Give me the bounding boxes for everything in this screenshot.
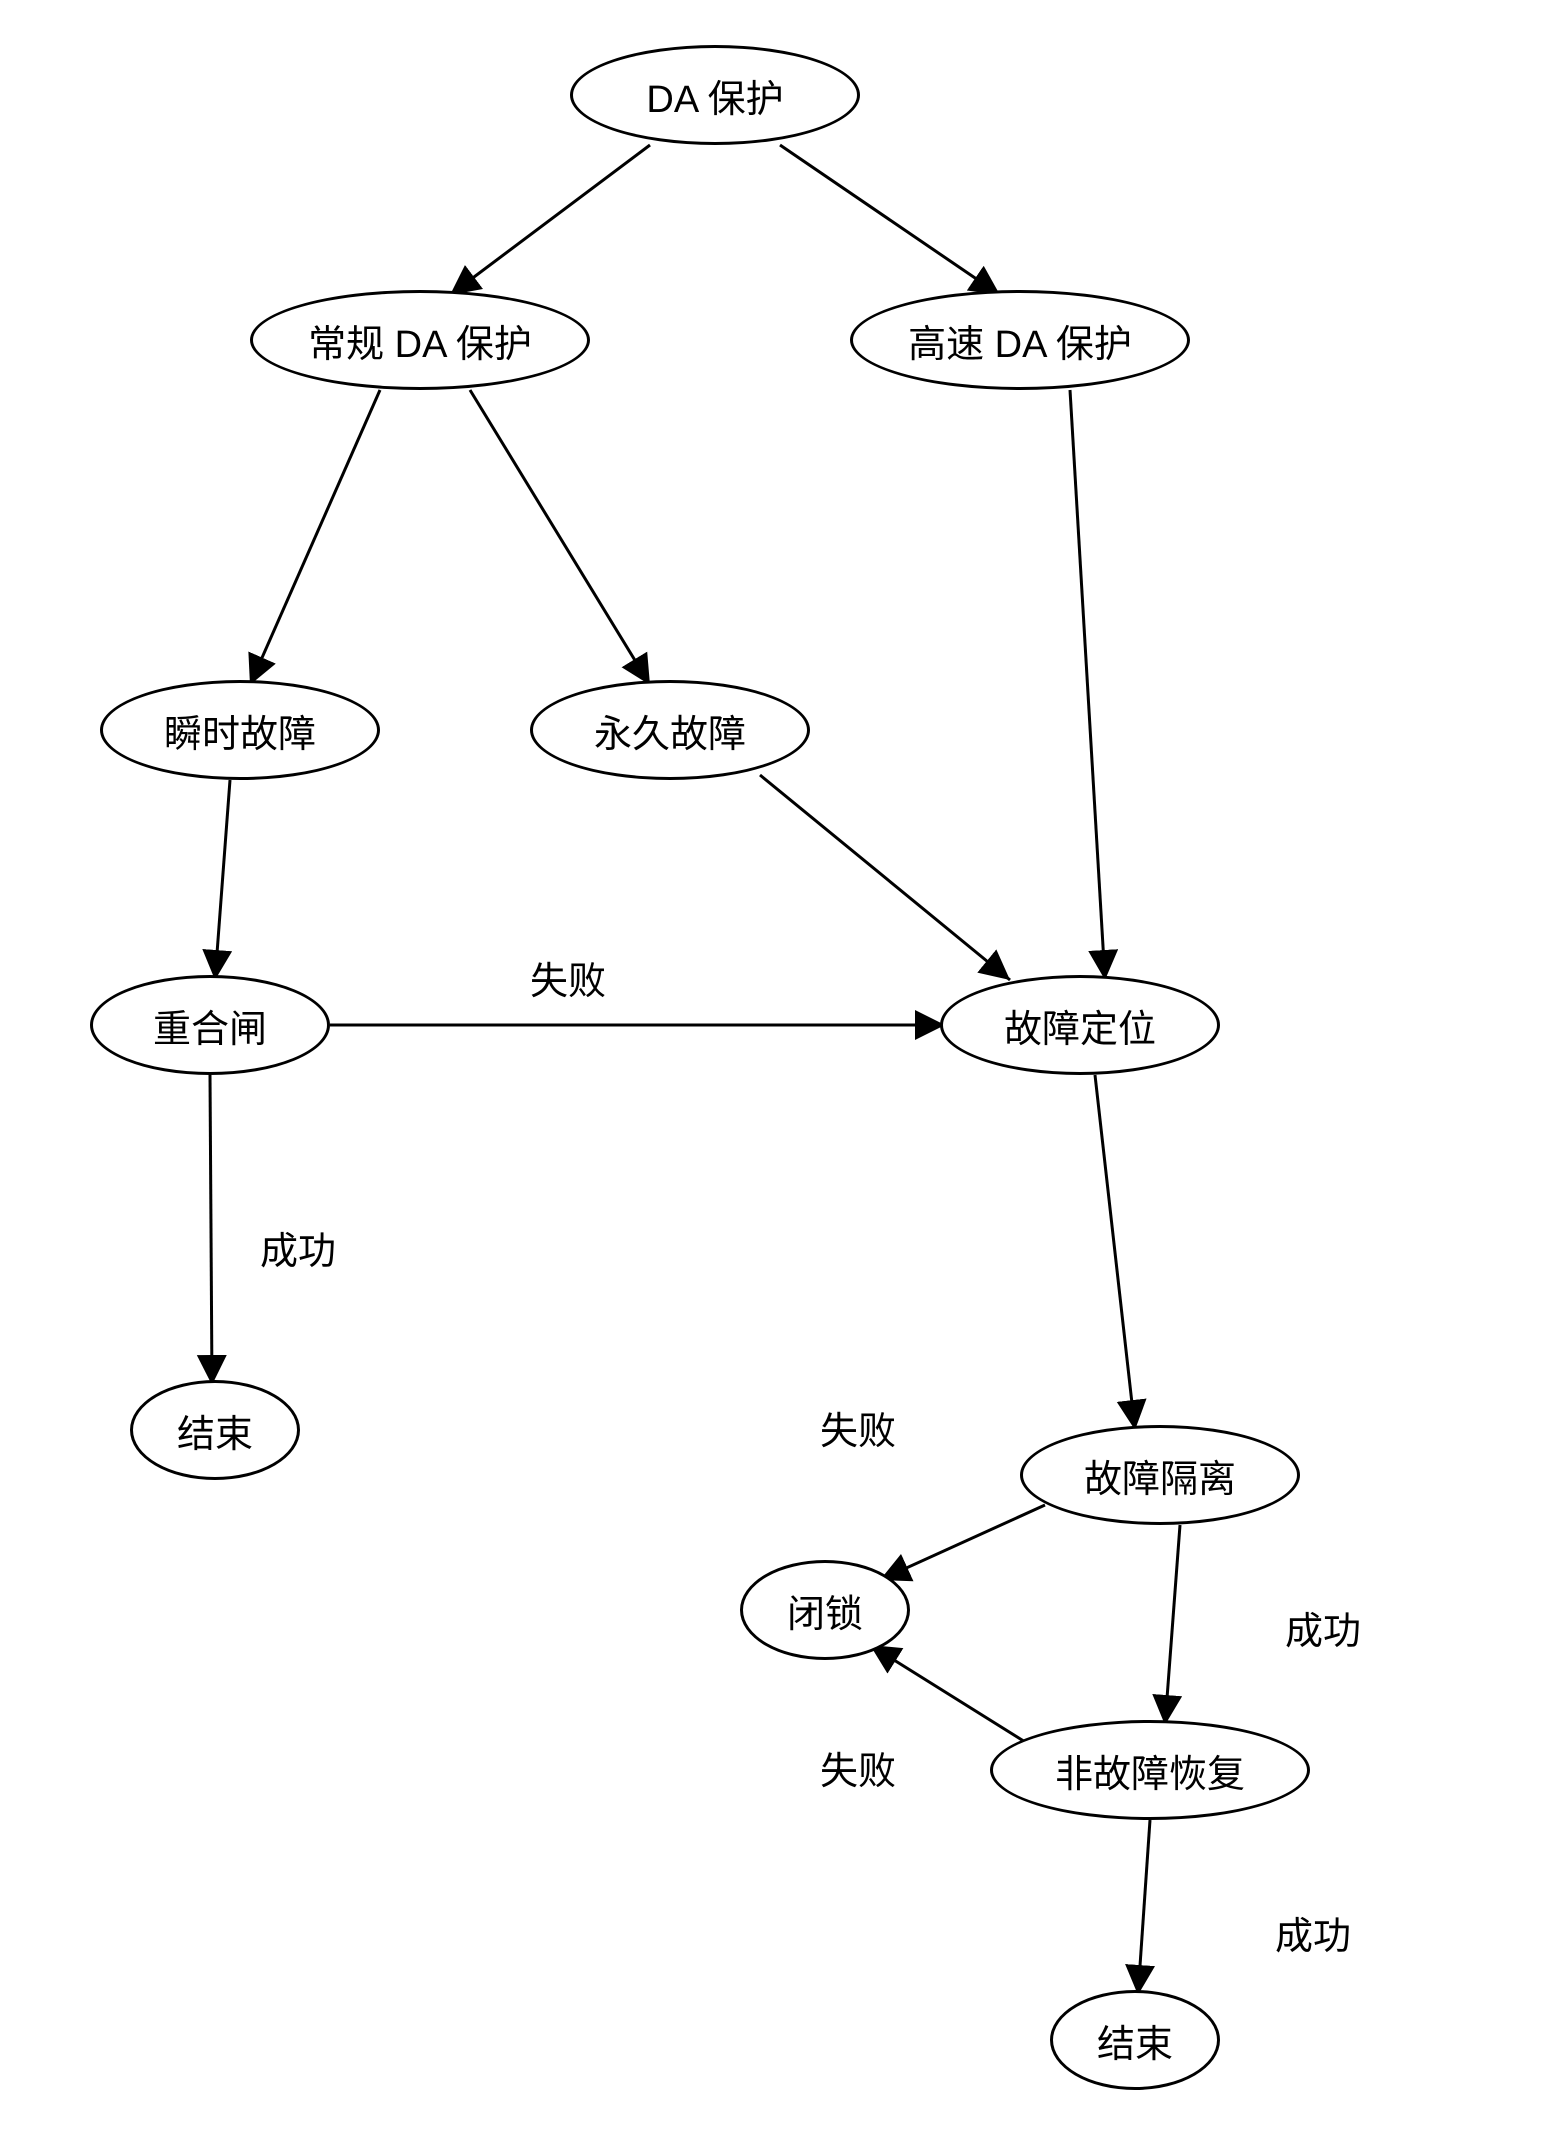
edge-recovery-end2 [1138, 1820, 1150, 1995]
edge-label-recovery-end2: 成功 [1275, 1905, 1351, 1960]
node-highspeed_da: 高速 DA 保护 [850, 290, 1190, 390]
node-normal_da: 常规 DA 保护 [250, 290, 590, 390]
edge-transient-recloser [215, 780, 230, 980]
node-permanent: 永久故障 [530, 680, 810, 780]
edge-recloser-end1 [210, 1075, 212, 1385]
edge-root-normal [450, 145, 650, 295]
node-lock: 闭锁 [740, 1560, 910, 1660]
node-recloser: 重合闸 [90, 975, 330, 1075]
edge-highspeed-locate [1070, 390, 1105, 980]
node-fault_locate: 故障定位 [940, 975, 1220, 1075]
node-root: DA 保护 [570, 45, 860, 145]
edge-locate-isolate [1095, 1075, 1135, 1430]
node-end1: 结束 [130, 1380, 300, 1480]
edge-label-recovery-lock: 失败 [820, 1740, 896, 1795]
edge-normal-transient [250, 390, 380, 685]
edge-isolate-lock [880, 1505, 1045, 1580]
edges-layer [0, 0, 1566, 2152]
node-transient: 瞬时故障 [100, 680, 380, 780]
edge-normal-permanent [470, 390, 650, 685]
edge-label-recloser-end1: 成功 [260, 1220, 336, 1275]
edge-label-recloser-locate: 失败 [530, 950, 606, 1005]
edge-label-isolate-recovery: 成功 [1285, 1600, 1361, 1655]
edge-root-highspeed [780, 145, 1000, 295]
edge-label-isolate-lock: 失败 [820, 1400, 896, 1455]
edge-permanent-locate [760, 775, 1010, 980]
node-end2: 结束 [1050, 1990, 1220, 2090]
node-recovery: 非故障恢复 [990, 1720, 1310, 1820]
edge-recovery-lock [870, 1645, 1030, 1745]
node-fault_isolate: 故障隔离 [1020, 1425, 1300, 1525]
edge-isolate-recovery [1165, 1525, 1180, 1725]
